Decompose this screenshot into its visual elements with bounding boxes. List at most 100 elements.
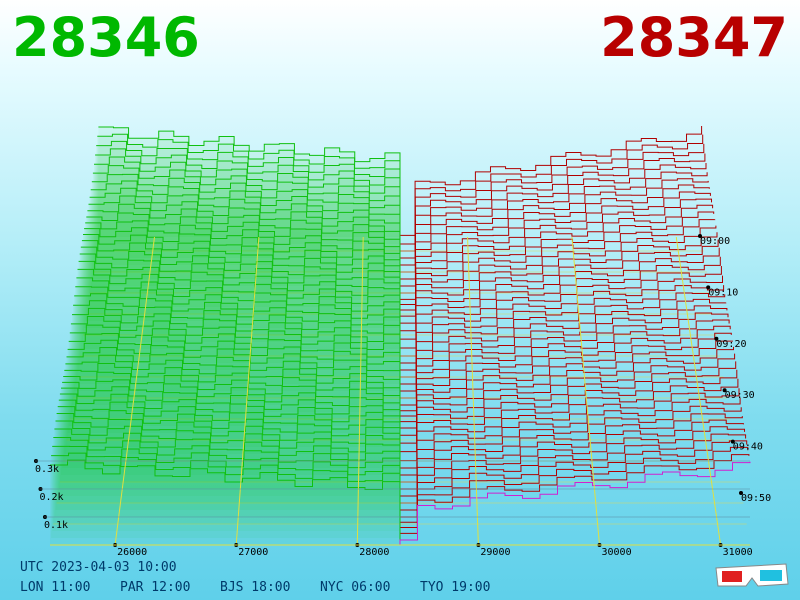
bid-depth-line bbox=[52, 445, 401, 531]
bid-depth-line bbox=[57, 406, 401, 496]
ask-depth-line bbox=[400, 178, 709, 280]
bid-depth-line bbox=[70, 315, 401, 412]
ask-depth-line bbox=[400, 153, 706, 259]
bid-depth-line bbox=[54, 428, 401, 517]
bid-depth-line bbox=[92, 165, 401, 272]
bid-depth-line bbox=[67, 339, 401, 433]
time-label: 09:50 bbox=[741, 493, 771, 504]
bid-depth-line bbox=[55, 420, 401, 510]
ask-depth-line bbox=[399, 232, 718, 335]
city-time: TYO 19:00 bbox=[420, 580, 491, 595]
bid-depth-line bbox=[81, 240, 401, 342]
time-label: 09:30 bbox=[725, 390, 755, 401]
ask-depth-line bbox=[400, 184, 710, 287]
price-grid-line bbox=[356, 236, 364, 546]
bid-depth-line bbox=[96, 140, 401, 251]
bid-depth-line bbox=[79, 253, 401, 356]
price-label: 26000 bbox=[117, 547, 147, 558]
ask-depth-line bbox=[400, 292, 726, 385]
ask-depth-line bbox=[400, 256, 721, 357]
bid-depth-line bbox=[86, 212, 401, 314]
ask-depth-line bbox=[399, 198, 712, 300]
tick-dot bbox=[739, 491, 743, 495]
3d-glasses-icon[interactable] bbox=[712, 560, 792, 596]
bid-depth-line bbox=[68, 333, 401, 426]
price-label: 27000 bbox=[238, 547, 268, 558]
tick-dot bbox=[714, 336, 719, 341]
ask-depth-line bbox=[399, 325, 731, 419]
price-label: 31000 bbox=[723, 547, 753, 558]
ask-depth-line bbox=[400, 397, 741, 483]
bid-depth-line bbox=[76, 277, 401, 377]
bid-surface bbox=[55, 421, 400, 510]
bid-surface bbox=[94, 157, 400, 265]
bid-surface bbox=[58, 400, 401, 489]
bid-depth-line bbox=[95, 148, 401, 258]
ask-depth-line bbox=[400, 405, 742, 490]
ask-depth-line bbox=[399, 461, 751, 545]
bid-depth-line bbox=[69, 324, 401, 419]
bid-depth-line bbox=[75, 286, 401, 384]
bid-depth-line bbox=[98, 126, 401, 237]
ask-depth-line bbox=[400, 433, 747, 518]
ask-depth-line bbox=[399, 219, 716, 321]
bid-depth-line bbox=[59, 393, 401, 482]
city-time: LON 11:00 bbox=[20, 580, 91, 595]
bid-depth-line bbox=[66, 346, 401, 440]
bid-depth-line bbox=[53, 437, 401, 524]
bid-depth-line bbox=[62, 379, 401, 468]
bid-depth-line bbox=[94, 156, 401, 265]
bid-depth-line bbox=[90, 180, 401, 286]
size-label: 0.1k bbox=[44, 520, 68, 531]
ask-depth-line bbox=[400, 134, 704, 245]
ask-depth-line bbox=[399, 204, 714, 307]
bid-depth-line bbox=[72, 307, 401, 405]
ask-depth-line bbox=[399, 125, 703, 237]
bid-depth-line bbox=[87, 203, 401, 307]
ask-depth-line bbox=[400, 413, 743, 497]
bid-depth-line bbox=[64, 363, 401, 454]
price-grid-line bbox=[467, 236, 479, 546]
bid-depth-line bbox=[50, 459, 401, 545]
price-grid-line bbox=[235, 236, 260, 546]
ask-depth-line bbox=[399, 340, 733, 433]
size-label: 0.3k bbox=[35, 464, 59, 475]
ask-depth-line bbox=[399, 247, 720, 349]
bid-depth-line bbox=[58, 399, 401, 489]
bid-depth-line bbox=[77, 268, 401, 370]
bid-surface bbox=[79, 253, 400, 356]
time-label: 09:10 bbox=[708, 287, 738, 298]
bid-surface bbox=[69, 325, 401, 419]
bid-depth-line bbox=[85, 220, 401, 321]
ask-depth-line bbox=[400, 419, 744, 504]
ask-depth-line bbox=[399, 361, 737, 454]
ask-depth-line bbox=[399, 239, 719, 342]
ask-depth-line bbox=[399, 454, 750, 538]
price-grid-line bbox=[571, 236, 600, 546]
bid-surface bbox=[70, 316, 401, 412]
tick-dot bbox=[698, 234, 702, 238]
ask-price: 28347 bbox=[600, 6, 788, 69]
size-label: 0.2k bbox=[40, 492, 64, 503]
ask-depth-line bbox=[400, 275, 723, 371]
ask-depth-line bbox=[399, 332, 732, 426]
city-time: BJS 18:00 bbox=[220, 580, 291, 595]
bid-depth-line bbox=[80, 246, 401, 349]
ask-depth-line bbox=[400, 143, 705, 252]
bid-depth-line bbox=[56, 413, 401, 503]
bid-depth-line bbox=[65, 354, 401, 447]
ask-depth-line bbox=[400, 426, 745, 511]
city-time: NYC 06:00 bbox=[320, 580, 391, 595]
city-time: PAR 12:00 bbox=[120, 580, 191, 595]
bid-depth-line bbox=[89, 187, 401, 293]
bid-depth-line bbox=[84, 227, 401, 328]
price-label: 30000 bbox=[602, 547, 632, 558]
bid-depth-line bbox=[51, 452, 401, 538]
ask-depth-line bbox=[399, 225, 717, 328]
time-label: 09:00 bbox=[700, 236, 730, 247]
bid-depth-line bbox=[78, 260, 401, 363]
ask-depth-line bbox=[400, 305, 728, 399]
bid-surface bbox=[80, 247, 401, 349]
bid-surface bbox=[78, 261, 400, 363]
